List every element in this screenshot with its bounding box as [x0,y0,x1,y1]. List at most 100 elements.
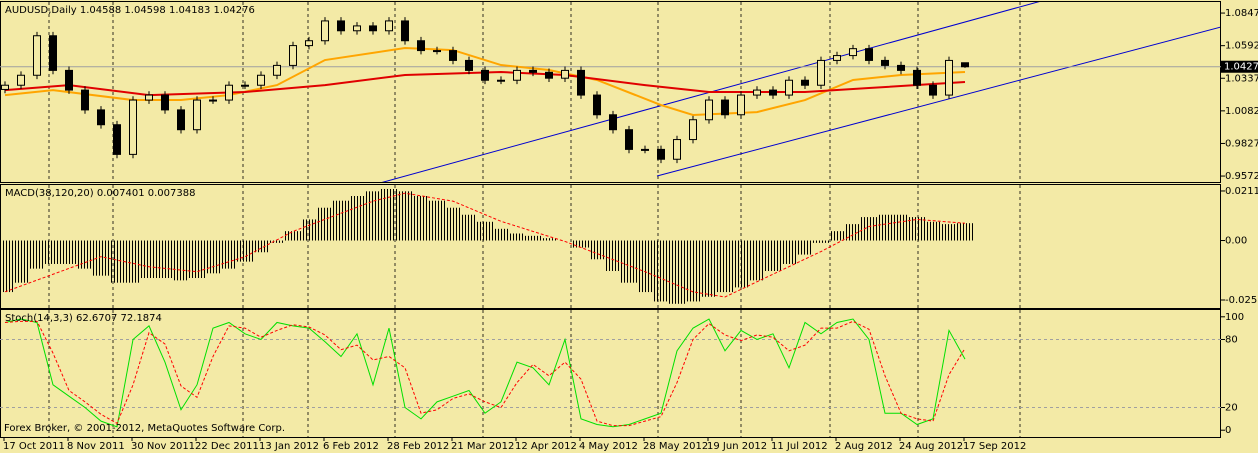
macd-bar [861,217,877,241]
candle-body [289,45,297,66]
y-tick-label: 0.98275 [1225,138,1258,149]
macd-bar [605,240,621,271]
candle-body [945,59,953,96]
macd-bar [477,221,493,241]
macd-bar [829,231,845,241]
macd-bar [717,240,733,293]
candle-body [145,94,153,101]
x-tick-label: 4 May 2012 [579,441,638,452]
y-tick-label: 1.00825 [1225,106,1258,117]
macd-bar [573,240,589,248]
x-tick-label: 30 Nov 2011 [131,441,195,452]
candle-body [305,40,313,47]
candle-body [193,99,201,131]
macd-bar [45,240,61,264]
y-tick-label: 0.02115 [1225,186,1258,197]
macd-bar [29,240,45,269]
candle-body [609,114,617,131]
macd-bar [349,196,365,241]
macd-bar [509,233,525,241]
candle-body [833,55,841,61]
candle-body [657,148,665,160]
stoch-main [4,318,966,428]
x-tick-label: 28 Feb 2012 [387,441,449,452]
x-tick-label: 2 Aug 2012 [835,441,893,452]
macd-bar [589,240,605,260]
candle-body [129,99,137,155]
macd-bar [157,240,173,279]
candle-body [561,69,569,79]
macd-bar [637,240,653,293]
macd-bar [365,191,381,241]
x-tick-label: 22 Dec 2011 [195,441,259,452]
candle-body [529,69,537,73]
candle-body [17,74,25,86]
y-tick-label: 0.00 [1225,236,1247,247]
candle-body [849,48,857,57]
x-tick-label: 6 Feb 2012 [323,441,379,452]
x-tick-label: 8 Nov 2011 [67,441,125,452]
candle-body [961,62,969,68]
candle-body [337,20,345,32]
macd-bar [125,240,141,283]
macd-bar [749,240,765,281]
y-tick-label: 80 [1225,334,1238,345]
macd-bar [173,240,189,281]
macd-bar [13,240,29,283]
y-tick-label: 1.08475 [1225,8,1258,19]
candle-body [161,94,169,111]
macd-bar [461,214,477,241]
macd-bar [525,235,541,241]
candle-body [81,89,89,111]
macd-bar [797,240,813,255]
candle-body [417,40,425,52]
main-frame [0,1,1221,183]
candle-body [321,20,329,42]
candle-body [385,20,393,32]
macd-bar [237,240,253,262]
y-tick-label: 0.95725 [1225,171,1258,182]
x-tick-label: 24 Aug 2012 [899,441,963,452]
candle-body [369,25,377,32]
candle-body [113,124,121,155]
candle-body [33,35,41,76]
y-tick-label: 0 [1225,425,1231,436]
macd-bar [253,240,269,253]
candle-body [513,69,521,81]
trendline [656,26,1221,177]
x-tick-label: 28 May 2012 [643,441,708,452]
candle-body [353,25,361,32]
candle-body [273,64,281,76]
price-tag [1221,60,1258,73]
candle-body [577,69,585,96]
macd-bar [141,240,157,279]
macd-bar [269,240,285,243]
candle-body [401,20,409,42]
candle-body [769,89,777,96]
macd-bar [701,240,717,297]
candle-body [209,99,217,102]
candle-body [929,84,937,96]
macd-bar [541,238,557,241]
macd-bar [685,240,701,302]
macd-bar [93,240,109,276]
macd-bar [781,240,797,264]
candle-body [753,89,761,96]
candle-body [481,69,489,81]
candle-body [465,59,473,71]
candle-body [49,35,57,71]
footer: Forex Broker, © 2001-2012, MetaQuotes So… [4,423,285,434]
candle-body [1,84,9,90]
candle-body [785,79,793,96]
stoch-signal [4,320,966,427]
candle-body [241,84,249,87]
macd-bar [893,214,909,241]
main-title: AUDUSD,Daily 1.04588 1.04598 1.04183 1.0… [5,5,255,16]
x-tick-label: 13 Jan 2012 [259,441,319,452]
macd-bar [221,240,237,269]
macd-bar [317,207,333,241]
candle-body [865,48,873,61]
